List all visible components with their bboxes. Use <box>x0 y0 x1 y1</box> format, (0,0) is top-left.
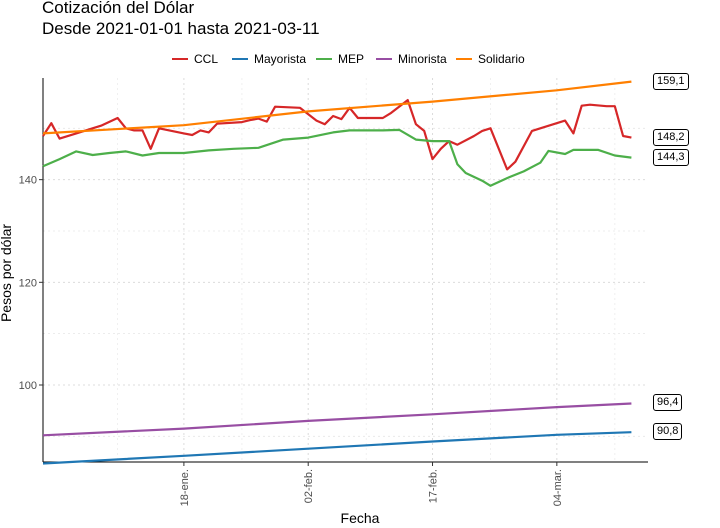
legend-swatch <box>172 58 188 61</box>
legend-label: Solidario <box>478 52 525 66</box>
x-axis-title: Fecha <box>340 510 380 526</box>
chart-title: Cotización del Dólar Desde 2021-01-01 ha… <box>42 0 320 39</box>
chart-title-line: Cotización del Dólar <box>42 0 195 17</box>
series-line-minorista <box>42 402 632 437</box>
x-tick-label: 18-ene. <box>179 469 191 506</box>
legend-label: Minorista <box>398 52 447 66</box>
series-line-mep <box>42 128 632 187</box>
x-tick-label: 17-feb. <box>428 469 440 503</box>
x-tick-label: 04-mar. <box>552 469 564 506</box>
chart-subtitle-line: Desde 2021-01-01 hasta 2021-03-11 <box>42 19 320 38</box>
y-tick-label: 100 <box>19 380 37 392</box>
series-line-solidario <box>42 80 632 135</box>
legend-swatch <box>376 58 392 61</box>
y-tick-label: 140 <box>19 175 37 187</box>
legend-swatch <box>456 58 472 61</box>
y-axis-title: Pesos por dólar <box>0 223 14 323</box>
end-label-ccl: 148,2 <box>653 128 689 146</box>
series-line-mayorista <box>42 431 632 465</box>
legend: CCL Mayorista MEP Minorista Solidario <box>0 50 720 68</box>
legend-label: MEP <box>338 52 365 66</box>
end-label-mayorista: 90,8 <box>653 423 683 441</box>
end-label-mep: 144,3 <box>653 148 689 166</box>
legend-swatch <box>232 58 248 61</box>
end-label-minorista: 96,4 <box>653 394 683 412</box>
legend-label: CCL <box>194 52 219 66</box>
legend-label: Mayorista <box>254 52 307 66</box>
end-label-solidario: 159,1 <box>653 72 689 90</box>
legend-swatch <box>316 58 332 61</box>
x-tick-label: 02-feb. <box>303 469 315 503</box>
series-line-ccl <box>42 99 632 171</box>
y-tick-label: 120 <box>19 277 37 289</box>
